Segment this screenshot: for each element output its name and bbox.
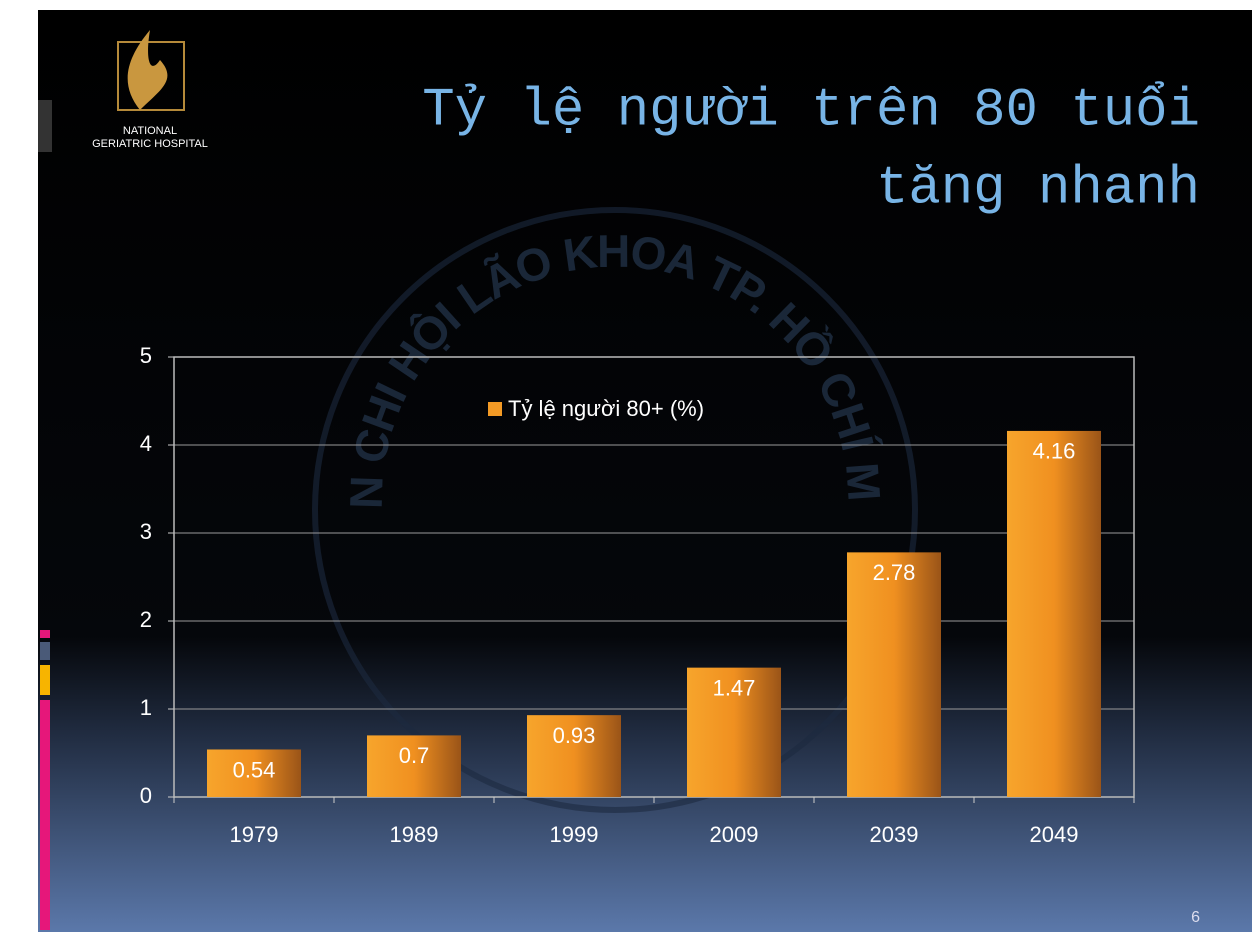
y-tick-label: 5 bbox=[140, 343, 152, 368]
bar bbox=[527, 715, 621, 797]
x-tick-label: 1989 bbox=[390, 822, 439, 847]
x-tick-label: 2049 bbox=[1030, 822, 1079, 847]
page-number: 6 bbox=[1191, 909, 1200, 926]
x-tick-label: 2009 bbox=[710, 822, 759, 847]
x-tick-label: 2039 bbox=[870, 822, 919, 847]
watermark-ring bbox=[312, 207, 918, 813]
bar bbox=[207, 749, 301, 797]
y-tick-label: 1 bbox=[140, 695, 152, 720]
title: Tỷ lệ người trên 80 tuổi bbox=[422, 80, 1200, 141]
x-tick-label: 1979 bbox=[230, 822, 279, 847]
chart: 0 1 2 3 4 5 1979 0.54 1989 0.7 1999 0.93 2009 1.47 203… bbox=[140, 343, 1135, 847]
data-label: 0.93 bbox=[553, 723, 596, 748]
bar bbox=[687, 667, 781, 797]
y-tick-label: 4 bbox=[140, 431, 152, 456]
data-label: 0.7 bbox=[399, 743, 430, 768]
legend-swatch bbox=[488, 402, 502, 416]
bar bbox=[847, 552, 941, 797]
data-label: 4.16 bbox=[1033, 439, 1076, 464]
y-tick-label: 2 bbox=[140, 607, 152, 632]
bar bbox=[1007, 430, 1101, 797]
x-tick-label: 1999 bbox=[550, 822, 599, 847]
data-label: 1.47 bbox=[713, 675, 756, 700]
y-tick-label: 3 bbox=[140, 519, 152, 544]
y-tick-label: 0 bbox=[140, 783, 152, 808]
legend-label: Tỷ lệ người 80+ (%) bbox=[508, 396, 704, 421]
bar bbox=[367, 735, 461, 797]
data-label: 0.54 bbox=[233, 757, 276, 782]
logo: NATIONAL GERIATRIC HOSPITAL bbox=[92, 30, 208, 150]
title: tăng nhanh bbox=[876, 158, 1200, 219]
logo-text: GERIATRIC HOSPITAL bbox=[92, 138, 208, 150]
side-decoration bbox=[38, 100, 52, 930]
logo-text: NATIONAL bbox=[123, 125, 177, 137]
data-label: 2.78 bbox=[873, 560, 916, 585]
